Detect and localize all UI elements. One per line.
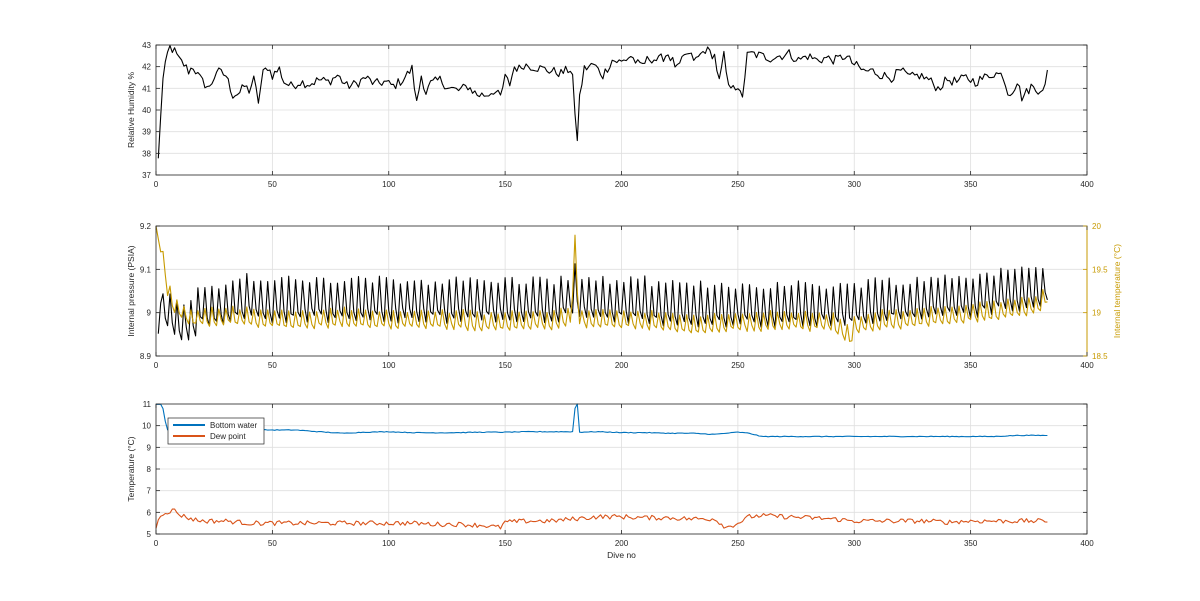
x-tick-label: 100 (382, 539, 396, 548)
x-tick-label: 350 (964, 361, 978, 370)
x-tick-label: 150 (498, 539, 512, 548)
x-tick-label: 0 (154, 361, 159, 370)
panel-1: 0 50 100 150 200 250 300 350 400 37 38 39 40 41 42 43 Re… (126, 41, 1094, 189)
y-axis-label: Relative Humidity % (126, 72, 136, 148)
y-tick-label: 39 (142, 128, 151, 137)
y-tick-label: 10 (142, 422, 151, 431)
x-tick-label: 150 (498, 180, 512, 189)
x-tick-label: 400 (1080, 539, 1094, 548)
y-tick-label: 40 (142, 106, 151, 115)
x-tick-label: 50 (268, 180, 277, 189)
x-tick-label: 250 (731, 180, 745, 189)
y-tick-label-right: 20 (1092, 222, 1101, 231)
legend: Bottom water Dew point (167, 417, 265, 445)
x-tick-label: 0 (154, 539, 159, 548)
x-tick-label: 200 (615, 539, 629, 548)
x-tick-label: 250 (731, 539, 745, 548)
series-line-2 (155, 225, 1048, 342)
series-line-1 (157, 44, 1048, 159)
x-tick-label: 50 (268, 539, 277, 548)
series-line-1 (157, 263, 1048, 341)
series-line-2 (155, 508, 1048, 530)
y-tick-label: 7 (147, 487, 152, 496)
x-tick-label: 200 (615, 180, 629, 189)
y-tick-label: 9 (147, 443, 152, 452)
x-tick-label: 400 (1080, 361, 1094, 370)
y-axis-label-right: Internal temperature (°C) (1112, 244, 1122, 338)
x-tick-label: 200 (615, 361, 629, 370)
series-line-1 (156, 403, 1048, 438)
y-tick-label: 9.2 (140, 222, 152, 231)
y-tick-label: 11 (143, 400, 152, 409)
x-tick-label: 400 (1080, 180, 1094, 189)
y-tick-label: 9 (147, 309, 152, 318)
legend-entry: Bottom water (210, 421, 257, 430)
y-tick-label-right: 18.5 (1092, 352, 1108, 361)
y-tick-label-right: 19 (1092, 309, 1101, 318)
y-tick-label: 5 (147, 530, 152, 539)
y-tick-label-right: 19.5 (1092, 265, 1108, 274)
x-tick-label: 0 (154, 180, 159, 189)
panel-3: 0 50 100 150 200 250 300 350 400 5 6 7 8 9 10 11 Tempera… (126, 400, 1094, 560)
y-tick-label: 8 (147, 465, 152, 474)
x-tick-label: 300 (848, 361, 862, 370)
legend-entry: Dew point (210, 432, 246, 441)
y-tick-label: 38 (142, 149, 151, 158)
x-tick-label: 300 (848, 180, 862, 189)
x-tick-label: 150 (498, 361, 512, 370)
legend-box (167, 417, 265, 445)
x-tick-label: 250 (731, 361, 745, 370)
y-tick-label: 37 (142, 171, 151, 180)
y-tick-label: 6 (147, 508, 152, 517)
y-axis-label: Temperature (°C) (126, 436, 136, 501)
x-tick-label: 350 (964, 180, 978, 189)
x-tick-label: 50 (268, 361, 277, 370)
panel-2: 0 50 100 150 200 250 300 350 400 8.9 9 9.1 9.2 18.5 19… (126, 222, 1122, 370)
x-tick-label: 100 (382, 361, 396, 370)
y-tick-label: 8.9 (140, 352, 152, 361)
x-tick-label: 300 (848, 539, 862, 548)
y-tick-label: 41 (142, 84, 151, 93)
x-tick-label: 100 (382, 180, 396, 189)
x-tick-label: 350 (964, 539, 978, 548)
x-axis-label: Dive no (607, 550, 636, 560)
y-tick-label: 43 (142, 41, 151, 50)
y-tick-label: 9.1 (140, 265, 152, 274)
y-axis-label: Internal pressure (PSIA) (126, 245, 136, 336)
y-tick-label: 42 (142, 63, 151, 72)
